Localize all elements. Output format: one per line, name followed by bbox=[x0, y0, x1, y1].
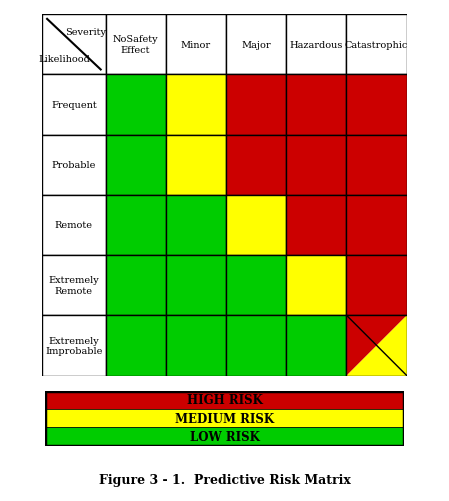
Bar bbox=[45, 427, 404, 446]
Text: Major: Major bbox=[241, 41, 271, 50]
Bar bbox=[226, 135, 286, 195]
Bar bbox=[166, 75, 226, 135]
Text: Figure 3 - 1.  Predictive Risk Matrix: Figure 3 - 1. Predictive Risk Matrix bbox=[99, 473, 350, 486]
Text: HIGH RISK: HIGH RISK bbox=[187, 393, 262, 406]
Text: MEDIUM RISK: MEDIUM RISK bbox=[175, 412, 274, 425]
Bar bbox=[286, 75, 347, 135]
Text: Hazardous: Hazardous bbox=[290, 41, 343, 50]
Bar bbox=[347, 195, 407, 256]
Bar bbox=[286, 316, 347, 376]
Text: Severity: Severity bbox=[65, 28, 106, 37]
Bar bbox=[166, 135, 226, 195]
Bar bbox=[42, 316, 106, 376]
Text: Extremely
Improbable: Extremely Improbable bbox=[45, 336, 102, 355]
Text: Likelihood: Likelihood bbox=[39, 55, 90, 64]
Bar bbox=[106, 316, 166, 376]
Bar bbox=[226, 195, 286, 256]
Bar bbox=[42, 195, 106, 256]
Bar bbox=[166, 316, 226, 376]
Bar bbox=[347, 75, 407, 135]
Bar bbox=[42, 256, 106, 316]
Bar bbox=[347, 15, 407, 75]
Text: Minor: Minor bbox=[181, 41, 211, 50]
Text: Remote: Remote bbox=[55, 221, 93, 230]
Bar bbox=[286, 195, 347, 256]
Bar bbox=[42, 15, 106, 75]
Bar bbox=[286, 135, 347, 195]
Bar bbox=[226, 75, 286, 135]
Bar bbox=[45, 391, 404, 409]
Bar bbox=[106, 15, 166, 75]
Bar bbox=[106, 195, 166, 256]
Bar bbox=[166, 256, 226, 316]
Bar bbox=[347, 256, 407, 316]
Bar bbox=[286, 256, 347, 316]
Polygon shape bbox=[347, 316, 407, 376]
Bar bbox=[42, 75, 106, 135]
Text: Probable: Probable bbox=[52, 161, 96, 170]
Bar bbox=[226, 316, 286, 376]
Bar bbox=[42, 135, 106, 195]
Bar bbox=[347, 135, 407, 195]
Text: LOW RISK: LOW RISK bbox=[189, 430, 260, 443]
Text: NoSafety
Effect: NoSafety Effect bbox=[113, 36, 158, 55]
Bar bbox=[286, 15, 347, 75]
Bar bbox=[347, 316, 407, 376]
Bar bbox=[106, 135, 166, 195]
Bar bbox=[226, 256, 286, 316]
Bar bbox=[166, 15, 226, 75]
Text: Catastrophic: Catastrophic bbox=[345, 41, 408, 50]
Text: Extremely
Remote: Extremely Remote bbox=[48, 276, 99, 295]
Bar bbox=[45, 409, 404, 427]
Polygon shape bbox=[347, 316, 407, 376]
Bar bbox=[106, 75, 166, 135]
Bar bbox=[106, 256, 166, 316]
Text: Frequent: Frequent bbox=[51, 101, 97, 110]
Bar bbox=[226, 15, 286, 75]
Bar bbox=[166, 195, 226, 256]
